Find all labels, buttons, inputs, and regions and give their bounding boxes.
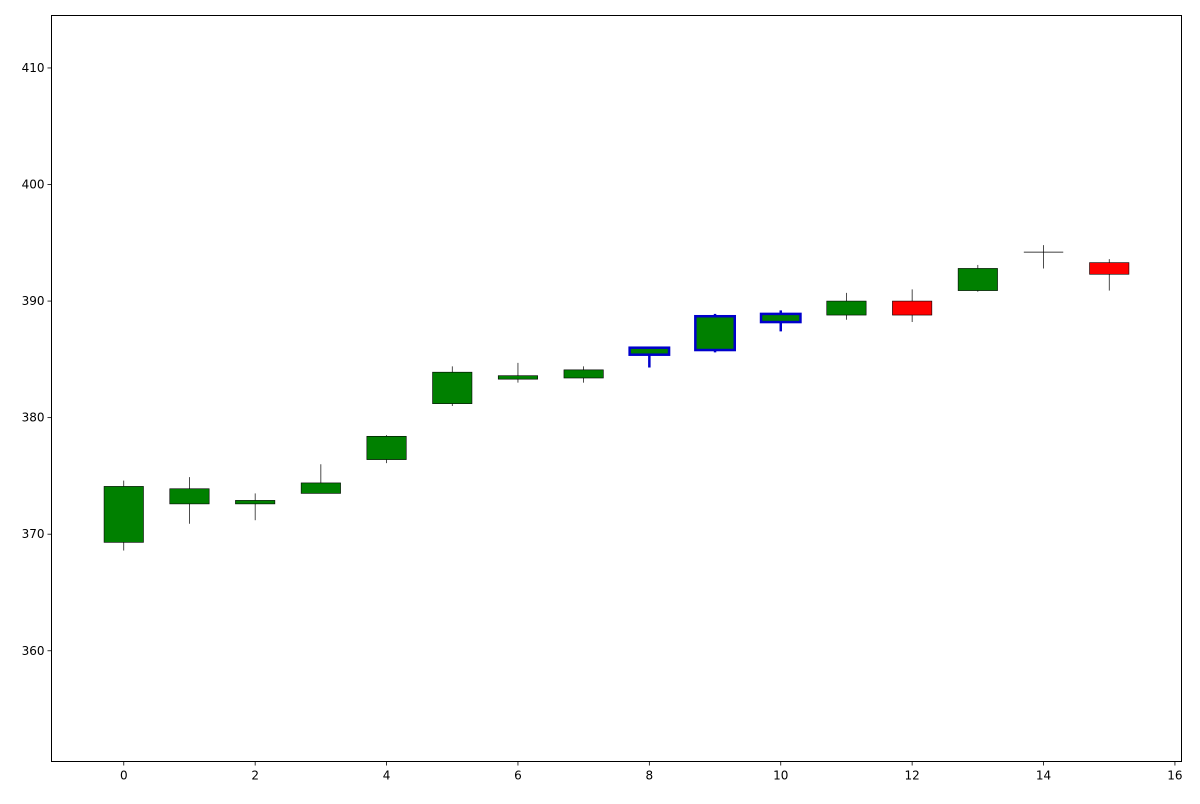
candle-body — [628, 346, 671, 356]
candle-10 — [759, 310, 802, 332]
y-tick-label: 380 — [22, 411, 45, 425]
candle-body — [497, 375, 538, 380]
candle-body — [366, 435, 407, 460]
candle-body — [1089, 262, 1130, 275]
y-tick-label: 400 — [22, 178, 45, 192]
candle-8 — [628, 346, 671, 368]
candle-5 — [432, 366, 473, 406]
candle-body — [235, 500, 276, 505]
x-tick-label: 14 — [1036, 769, 1051, 783]
candle-body — [694, 314, 737, 352]
candle-body — [759, 312, 802, 324]
candle-body — [826, 300, 867, 316]
candle-9 — [694, 313, 737, 353]
candle-13 — [957, 264, 998, 292]
candle-11 — [826, 292, 867, 320]
candles-layer — [103, 245, 1130, 551]
candle-15 — [1089, 259, 1130, 291]
candle-body — [957, 268, 998, 291]
plot-frame — [51, 15, 1182, 762]
candle-body — [432, 371, 473, 404]
y-tick-label: 410 — [22, 61, 45, 75]
x-tick-label: 0 — [120, 769, 128, 783]
candle-1 — [169, 477, 210, 524]
candle-3 — [300, 464, 341, 494]
x-tick-label: 8 — [646, 769, 654, 783]
x-tick-label: 6 — [514, 769, 522, 783]
candle-2 — [235, 493, 276, 521]
candle-4 — [366, 435, 407, 464]
candle-body — [563, 369, 604, 379]
x-tick-label: 16 — [1167, 769, 1182, 783]
x-tick-label: 12 — [904, 769, 919, 783]
x-tick-label: 10 — [773, 769, 788, 783]
candle-7 — [563, 366, 604, 383]
candle-12 — [892, 289, 933, 323]
candle-body — [103, 486, 144, 543]
candle-14 — [1023, 245, 1064, 269]
y-axis: 360 370 380 390 400 410 — [22, 61, 52, 658]
y-tick-label: 360 — [22, 644, 45, 658]
candle-body — [169, 488, 210, 505]
candle-0 — [103, 480, 144, 551]
x-tick-label: 4 — [383, 769, 391, 783]
x-axis: 0 2 4 6 8 10 12 14 16 — [120, 761, 1183, 783]
candle-6 — [497, 362, 538, 383]
candle-body — [300, 482, 341, 494]
x-tick-label: 2 — [251, 769, 259, 783]
candle-body — [892, 300, 933, 316]
y-tick-label: 370 — [22, 527, 45, 541]
y-tick-label: 390 — [22, 294, 45, 308]
